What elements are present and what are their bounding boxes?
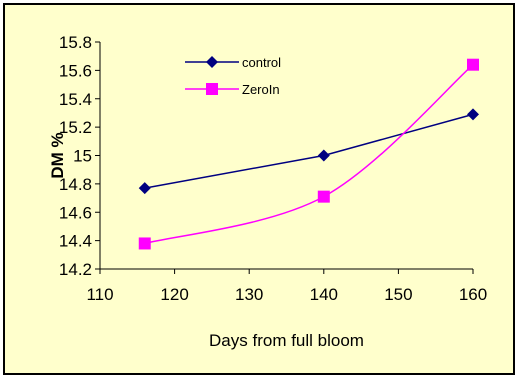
- x-tick-label: 160: [459, 285, 487, 304]
- y-tick-label: 15.6: [59, 61, 92, 80]
- data-point-zeroin: [467, 58, 479, 71]
- x-axis-title: Days from full bloom: [209, 331, 364, 350]
- data-point-control: [317, 149, 330, 162]
- y-tick-label: 14.4: [59, 232, 92, 251]
- data-point-control: [138, 182, 151, 195]
- x-tick-label: 130: [235, 285, 263, 304]
- x-tick-label: 140: [310, 285, 338, 304]
- y-tick-label: 14.2: [59, 260, 92, 279]
- chart-frame: 14.2 14.4 14.6 14.8 15 15.2 15.4 15.6 15.8 110 12…: [3, 3, 515, 375]
- series-markers: [138, 58, 479, 250]
- legend-label: ZeroIn: [242, 82, 280, 97]
- y-axis-title: DM %: [48, 132, 67, 178]
- y-tick-label: 15.2: [59, 118, 92, 137]
- y-tick-label: 14.6: [59, 203, 92, 222]
- legend: control ZeroIn: [185, 55, 281, 97]
- legend-marker: [206, 56, 218, 68]
- y-ticks: 14.2 14.4 14.6 14.8 15 15.2 15.4 15.6 15.8: [59, 33, 100, 279]
- legend-marker: [206, 83, 218, 95]
- y-tick-label: 14.8: [59, 175, 92, 194]
- data-point-control: [467, 108, 479, 121]
- y-tick-label: 15: [73, 147, 92, 166]
- data-point-zeroin: [317, 190, 330, 203]
- axes: [99, 42, 473, 270]
- series-lines: [144, 64, 474, 245]
- y-tick-label: 15.8: [59, 33, 92, 52]
- x-ticks: 110 120 130 140 150 160: [86, 269, 487, 304]
- x-tick-label: 120: [160, 285, 188, 304]
- line-chart: 14.2 14.4 14.6 14.8 15 15.2 15.4 15.6 15.8 110 12…: [48, 33, 487, 350]
- x-tick-label: 110: [86, 285, 113, 304]
- series-line-zeroin: [144, 64, 474, 245]
- series-line-control: [144, 113, 474, 189]
- legend-label: control: [242, 55, 281, 70]
- y-tick-label: 15.4: [59, 90, 92, 109]
- data-point-zeroin: [138, 237, 151, 250]
- x-tick-label: 150: [384, 285, 412, 304]
